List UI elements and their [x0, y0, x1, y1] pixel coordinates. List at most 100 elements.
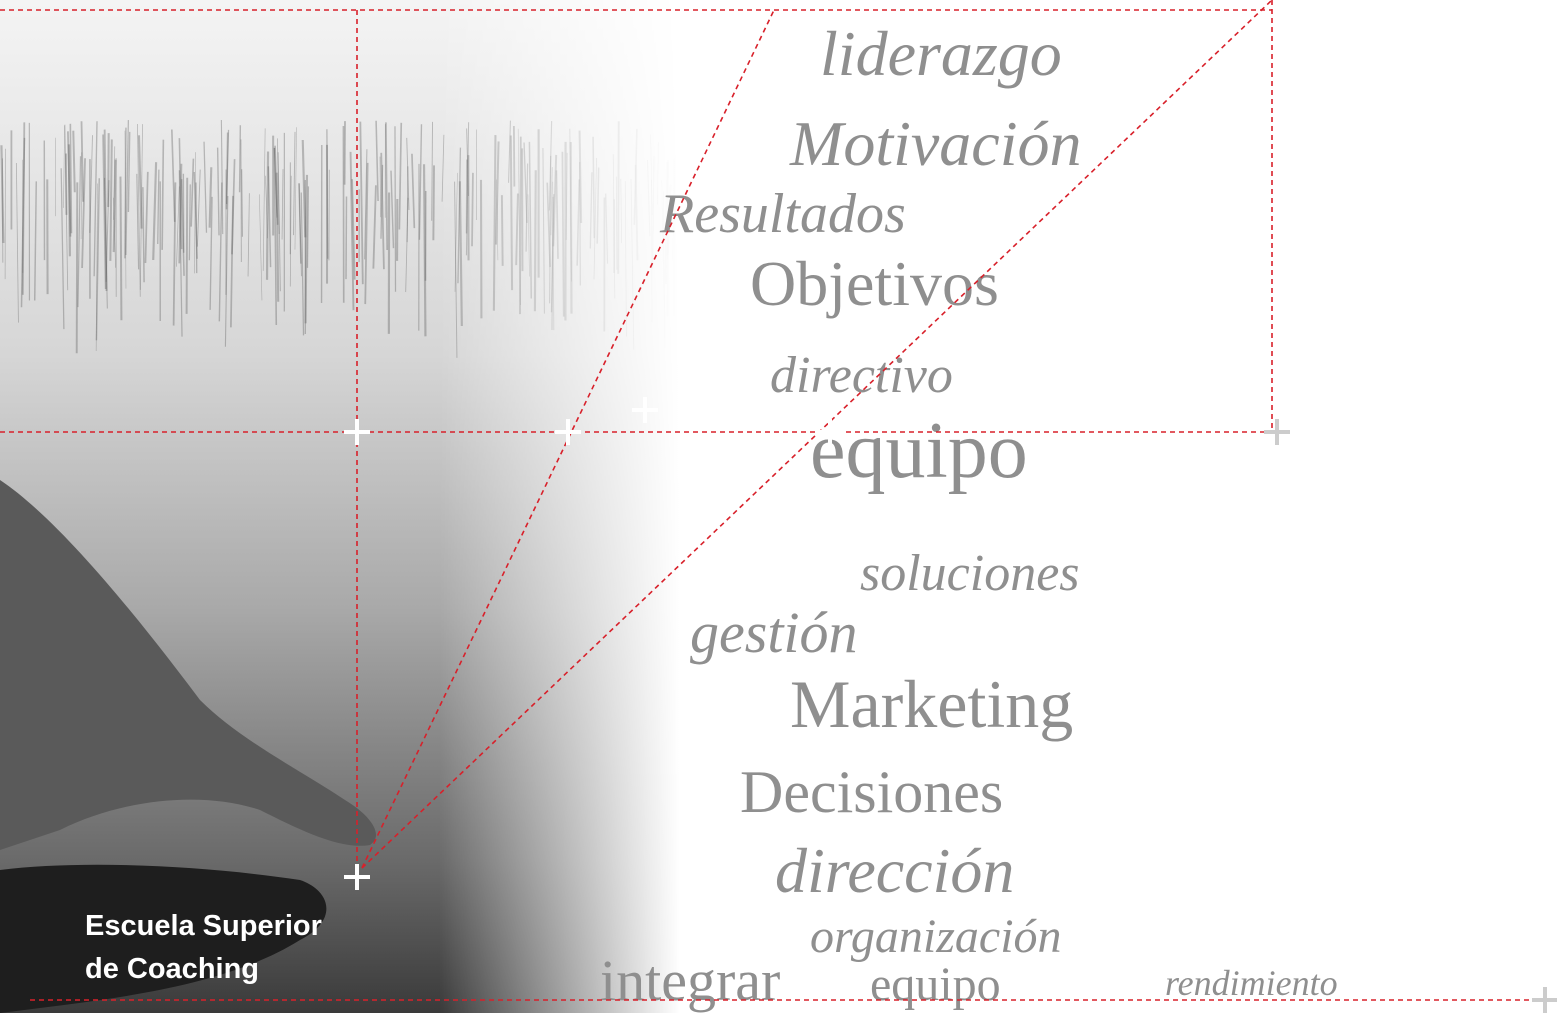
- reed: [208, 167, 213, 228]
- reed: [375, 120, 379, 202]
- reed: [69, 123, 73, 234]
- reed: [273, 147, 278, 326]
- reed: [769, 179, 772, 350]
- reed: [633, 128, 638, 225]
- reed: [702, 164, 706, 287]
- reed: [454, 172, 458, 292]
- reed: [565, 152, 568, 240]
- reed: [137, 135, 143, 229]
- reed: [555, 170, 559, 259]
- reed: [776, 121, 780, 184]
- reed: [651, 179, 653, 323]
- reed: [247, 193, 250, 277]
- reed: [647, 160, 651, 237]
- reed: [662, 191, 666, 348]
- reed: [671, 154, 676, 262]
- reed: [124, 127, 127, 259]
- word: Motivación: [789, 108, 1081, 179]
- reed: [238, 125, 242, 193]
- reed: [104, 177, 108, 309]
- reed: [729, 160, 733, 292]
- reed: [772, 172, 775, 252]
- reed: [551, 196, 554, 331]
- reed: [411, 153, 416, 229]
- reed: [706, 162, 710, 325]
- reed: [224, 196, 229, 347]
- reed: [569, 142, 573, 314]
- reed: [60, 168, 65, 330]
- reed: [576, 179, 581, 266]
- reed: [471, 172, 474, 247]
- reed: [262, 128, 266, 271]
- reed: [274, 145, 279, 225]
- word: gestión: [690, 600, 858, 665]
- reed: [113, 197, 116, 268]
- reed: [125, 120, 129, 255]
- reed: [161, 139, 165, 250]
- reed: [196, 169, 201, 247]
- reed: [326, 129, 329, 259]
- word: equipo: [810, 407, 1028, 495]
- word: integrar: [600, 948, 780, 1013]
- reed: [549, 155, 552, 304]
- reed: [688, 157, 691, 246]
- reed: [275, 172, 280, 302]
- reed: [739, 144, 743, 311]
- reed: [67, 131, 72, 237]
- reed: [178, 163, 183, 264]
- reed: [364, 149, 368, 260]
- reed: [751, 183, 755, 356]
- reed: [209, 196, 213, 310]
- reed: [178, 138, 183, 250]
- reed: [771, 156, 774, 322]
- reed: [406, 166, 409, 243]
- reed: [726, 122, 731, 283]
- word: organización: [810, 910, 1062, 963]
- reed: [457, 147, 462, 284]
- reed: [80, 152, 83, 240]
- reed: [533, 170, 537, 312]
- reed: [679, 185, 683, 292]
- reed: [304, 174, 309, 324]
- reed: [265, 151, 270, 280]
- reed: [298, 183, 302, 264]
- reed: [113, 146, 116, 220]
- reed: [203, 141, 208, 233]
- word: rendimiento: [1165, 963, 1338, 1003]
- reed: [157, 169, 160, 245]
- reed: [528, 141, 533, 299]
- reed: [605, 193, 609, 264]
- reed: [579, 162, 581, 286]
- reed: [398, 122, 403, 230]
- reed: [267, 166, 272, 268]
- reed: [624, 181, 627, 337]
- reed: [112, 159, 117, 253]
- reed: [105, 180, 110, 282]
- reed: [680, 133, 686, 194]
- reed: [686, 177, 689, 244]
- reed: [136, 173, 140, 270]
- reed: [691, 147, 694, 238]
- reed: [64, 124, 69, 291]
- reed: [273, 147, 278, 218]
- reed: [21, 122, 26, 295]
- reed: [496, 179, 499, 261]
- word: equipo: [870, 958, 1001, 1011]
- word: soluciones: [860, 545, 1080, 602]
- reed: [231, 159, 236, 255]
- reed: [694, 173, 697, 277]
- reed: [620, 178, 623, 244]
- reed: [306, 186, 310, 268]
- reed: [593, 157, 597, 280]
- reed: [552, 181, 555, 331]
- reed: [690, 153, 694, 273]
- reed: [20, 137, 26, 308]
- reed: [293, 131, 296, 236]
- reed: [349, 151, 355, 311]
- reed: [422, 164, 427, 337]
- reed: [152, 162, 158, 261]
- reed: [550, 194, 555, 313]
- reed: [137, 123, 141, 297]
- reed: [612, 154, 616, 299]
- reed: [139, 124, 143, 290]
